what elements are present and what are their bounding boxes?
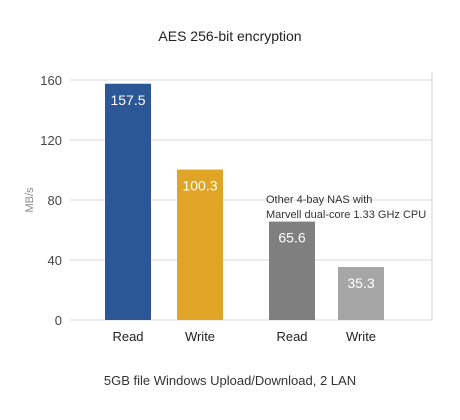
bar bbox=[269, 221, 315, 320]
bar bbox=[338, 267, 384, 320]
x-category-label: Write bbox=[346, 329, 376, 344]
bar-value-label: 157.5 bbox=[110, 92, 145, 108]
bar bbox=[105, 83, 151, 320]
bar-value-label: 100.3 bbox=[182, 178, 217, 194]
annotation-line-1: Other 4-bay NAS with bbox=[266, 194, 372, 206]
bar-value-label: 35.3 bbox=[347, 275, 374, 291]
bar-value-label: 65.6 bbox=[278, 230, 305, 246]
x-category-label: Read bbox=[112, 329, 143, 344]
y-tick-label: 120 bbox=[40, 133, 62, 148]
y-tick-label: 40 bbox=[48, 253, 62, 268]
bar bbox=[177, 169, 223, 320]
category-labels: Read Write Read Write bbox=[112, 329, 376, 344]
annotation-line-2: Marvell dual-core 1.33 GHz CPU bbox=[266, 209, 426, 221]
value-labels: 157.5 100.3 65.6 35.3 bbox=[110, 92, 374, 291]
bars bbox=[105, 83, 384, 320]
y-axis-ticks: 0 40 80 120 160 bbox=[40, 73, 62, 328]
y-axis-label: MB/s bbox=[24, 187, 36, 213]
y-tick-label: 80 bbox=[48, 193, 62, 208]
x-category-label: Write bbox=[185, 329, 215, 344]
x-axis-label: 5GB file Windows Upload/Download, 2 LAN bbox=[104, 373, 356, 388]
x-category-label: Read bbox=[276, 329, 307, 344]
y-tick-label: 0 bbox=[55, 313, 62, 328]
y-tick-label: 160 bbox=[40, 73, 62, 88]
chart-title: AES 256-bit encryption bbox=[158, 28, 301, 44]
